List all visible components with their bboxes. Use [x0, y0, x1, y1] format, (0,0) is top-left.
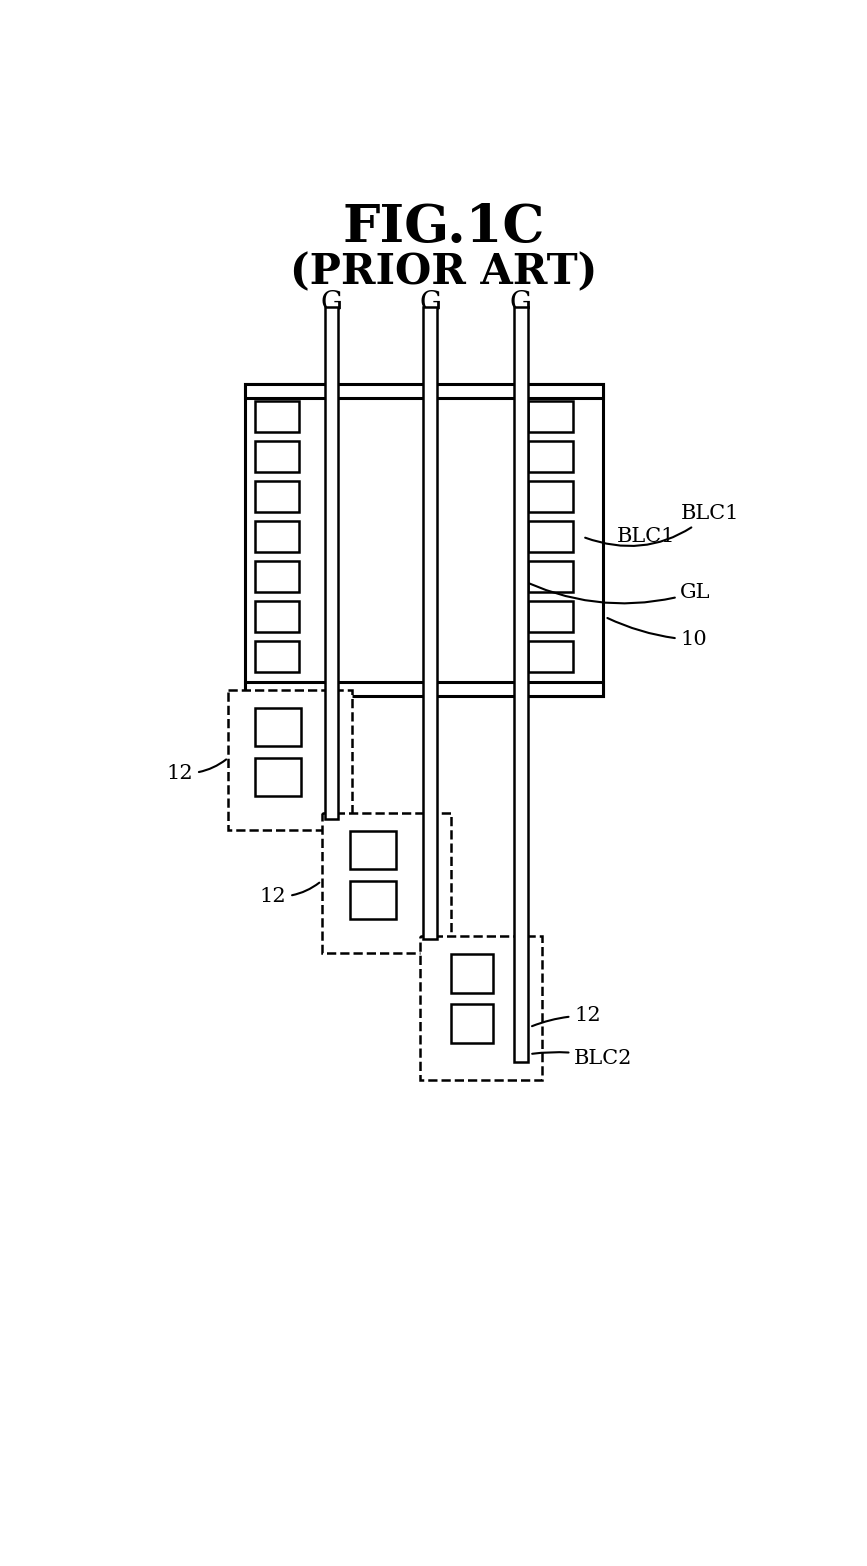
Bar [528, 561, 572, 592]
Text: (PRIOR ART): (PRIOR ART) [290, 252, 597, 293]
Bar [514, 307, 528, 1062]
Bar [451, 954, 493, 993]
Bar [528, 481, 572, 512]
Text: GL: GL [518, 578, 711, 603]
Text: G: G [510, 290, 532, 318]
Bar [518, 384, 603, 697]
Bar [324, 307, 338, 819]
Bar [350, 882, 396, 919]
Bar [255, 642, 299, 672]
Text: 12: 12 [260, 883, 319, 905]
Bar [255, 481, 299, 512]
Bar [255, 601, 299, 633]
Bar [255, 442, 299, 471]
Text: BLC1: BLC1 [617, 528, 675, 547]
Bar [528, 642, 572, 672]
Bar [255, 561, 299, 592]
Bar [245, 683, 603, 697]
Bar [322, 813, 451, 954]
Bar [245, 384, 331, 697]
Text: 12: 12 [166, 760, 226, 783]
Bar [228, 691, 352, 830]
Bar [528, 442, 572, 471]
Bar [245, 384, 603, 398]
Text: BLC2: BLC2 [532, 1049, 632, 1068]
Text: 12: 12 [532, 1007, 601, 1026]
Text: BLC1: BLC1 [585, 504, 739, 547]
Bar [528, 401, 572, 432]
Bar [437, 943, 528, 1070]
Bar [255, 758, 301, 796]
Text: G: G [419, 290, 441, 318]
Bar [528, 601, 572, 633]
Bar [420, 936, 542, 1081]
Bar [255, 521, 299, 553]
Text: FIG.1C: FIG.1C [342, 202, 545, 254]
Bar [255, 708, 301, 745]
Bar [255, 401, 299, 432]
Bar [338, 819, 437, 943]
Bar [423, 307, 437, 938]
Bar [245, 697, 338, 819]
Text: 10: 10 [608, 619, 707, 650]
Bar [350, 832, 396, 869]
Bar [528, 521, 572, 553]
Text: G: G [321, 290, 342, 318]
Bar [451, 1004, 493, 1043]
